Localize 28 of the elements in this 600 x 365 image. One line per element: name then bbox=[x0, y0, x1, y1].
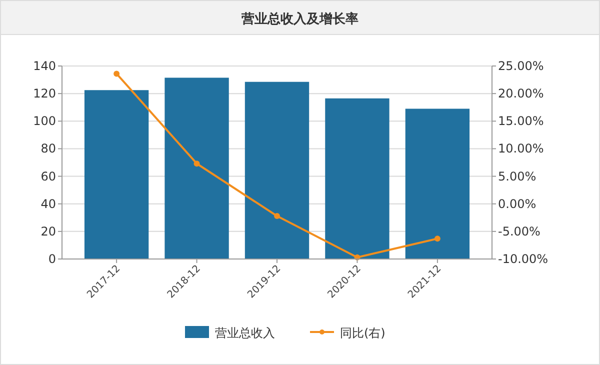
y2-tick-label: -5.00% bbox=[498, 224, 540, 238]
legend-label: 营业总收入 bbox=[215, 326, 275, 340]
y2-tick-label: 10.00% bbox=[498, 142, 544, 156]
bar bbox=[244, 82, 310, 259]
y2-tick-label: -10.00% bbox=[498, 252, 548, 266]
y2-tick-label: 25.00% bbox=[498, 59, 544, 73]
y2-tick-label: 0.00% bbox=[498, 196, 536, 211]
chart-title: 营业总收入及增长率 bbox=[240, 11, 358, 27]
y2-tick-label: 5.00% bbox=[498, 169, 536, 184]
bar bbox=[405, 108, 470, 259]
y-tick-label: 20 bbox=[40, 224, 56, 238]
point bbox=[274, 213, 280, 219]
y-tick-label: 140 bbox=[33, 59, 56, 73]
y-tick-label: 80 bbox=[40, 142, 56, 156]
y-tick-label: 0 bbox=[48, 252, 56, 266]
y-tick-label: 100 bbox=[33, 114, 56, 128]
bar bbox=[164, 78, 229, 259]
point bbox=[114, 70, 120, 77]
legend-label: 同比(右) bbox=[340, 326, 386, 340]
y2-tick-label: 20.00% bbox=[498, 86, 544, 101]
bar bbox=[84, 90, 149, 259]
point bbox=[194, 160, 200, 167]
y-tick-label: 120 bbox=[33, 86, 56, 101]
y2-tick-label: 15.00% bbox=[498, 114, 544, 128]
point bbox=[434, 236, 440, 242]
y-tick-label: 60 bbox=[40, 169, 56, 184]
y-tick-label: 40 bbox=[40, 196, 56, 211]
bar bbox=[325, 98, 390, 259]
